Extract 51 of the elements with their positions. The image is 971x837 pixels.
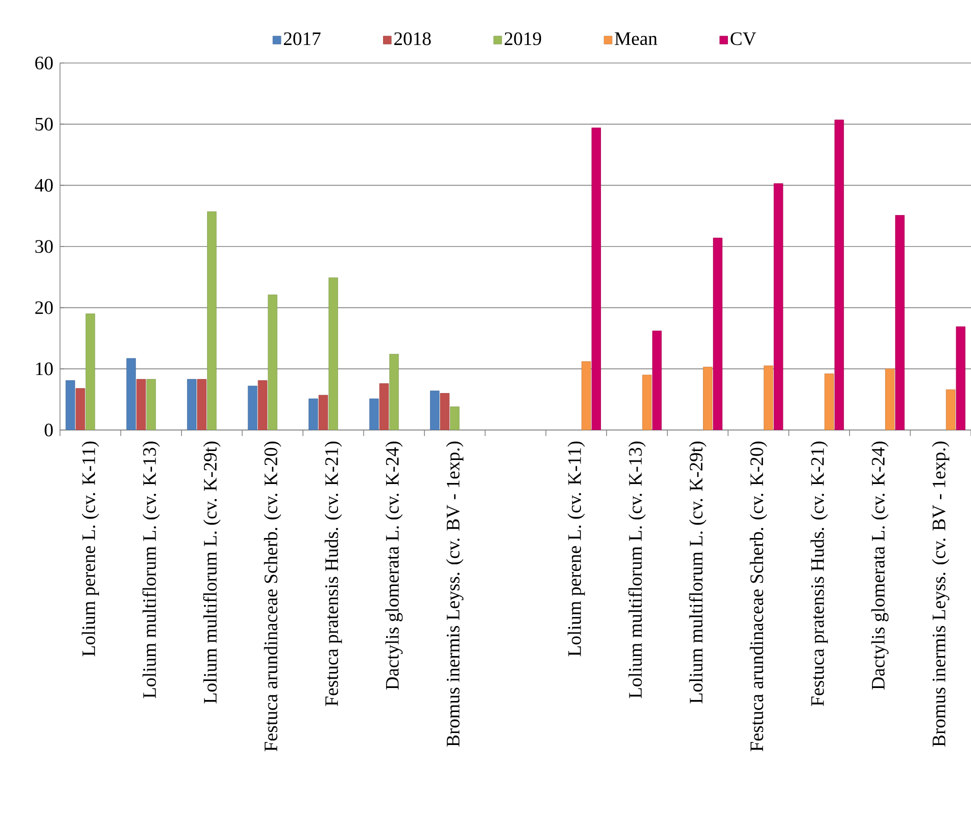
bar: [582, 361, 591, 430]
x-tick-label: Lolium multiflorum L. (cv. K-29t): [203, 442, 221, 704]
bar: [703, 366, 712, 430]
bar: [66, 380, 76, 430]
y-tick-label: 60: [35, 56, 53, 70]
x-tick-label: Bromus inermis Leyss. (cv. BV - 1exp.): [446, 442, 464, 747]
bar: [885, 368, 895, 430]
y-tick-label: 40: [34, 178, 53, 192]
x-tick-label: Dactylis glomerata L. (cv. K-24): [385, 442, 403, 690]
y-tick-label: 50: [36, 118, 53, 131]
bar: [956, 326, 966, 430]
bar: [430, 390, 440, 430]
x-tick-label: Bromus inermis Leyss. (cv. BV - 1exp.): [932, 442, 950, 747]
x-tick-label: Festuca arundinaceae Scherb. (cv. K-20): [264, 442, 282, 752]
bar: [76, 388, 86, 430]
x-tick-label: Dactylis glomerata L. (cv. K-24): [871, 442, 889, 690]
bar: [126, 358, 136, 430]
bar: [146, 379, 156, 430]
x-tick-label: Festuca pratensis Huds. (cv. K-21): [810, 442, 828, 706]
y-tick-label: 10: [36, 362, 53, 376]
legend-label: 2019: [504, 32, 542, 46]
legend-label: CV: [730, 32, 756, 46]
bar: [318, 394, 328, 430]
bar: [895, 215, 905, 430]
bar: [136, 379, 146, 430]
bar: [592, 128, 601, 430]
x-tick-label: Lolium perene L. (cv. K-11): [82, 442, 99, 656]
x-tick-label: Festuca pratensis Huds. (cv. K-21): [324, 442, 342, 706]
bar: [450, 406, 460, 430]
bar: [207, 211, 217, 430]
bar: [86, 314, 96, 430]
legend-label: 2018: [394, 32, 431, 46]
bar: [308, 398, 318, 430]
bar: [946, 389, 956, 430]
x-tick-label: Lolium multiflorum L. (cv. K-13): [628, 442, 646, 698]
x-tick-label: Lolium multiflorum L. (cv. K-13): [142, 442, 160, 698]
x-tick-label: Festuca arundinaceae Scherb. (cv. K-20): [750, 442, 768, 752]
bar: [328, 277, 338, 430]
y-tick-label: 30: [35, 240, 53, 253]
bar: [713, 238, 722, 430]
bar: [834, 120, 844, 430]
y-tick-label: 0: [44, 424, 53, 436]
x-tick-label: Lolium multiflorum L. (cv. K-29t): [689, 442, 706, 704]
y-tick-label: 20: [35, 301, 53, 314]
x-tick-label: Lolium perene L. (cv. K-11): [568, 442, 585, 656]
legend-label: Mean: [614, 32, 658, 46]
bar: [440, 393, 450, 430]
legend-label: 2017: [284, 32, 321, 46]
bar: [187, 379, 197, 430]
bar: [824, 374, 834, 430]
bar: [197, 379, 207, 430]
